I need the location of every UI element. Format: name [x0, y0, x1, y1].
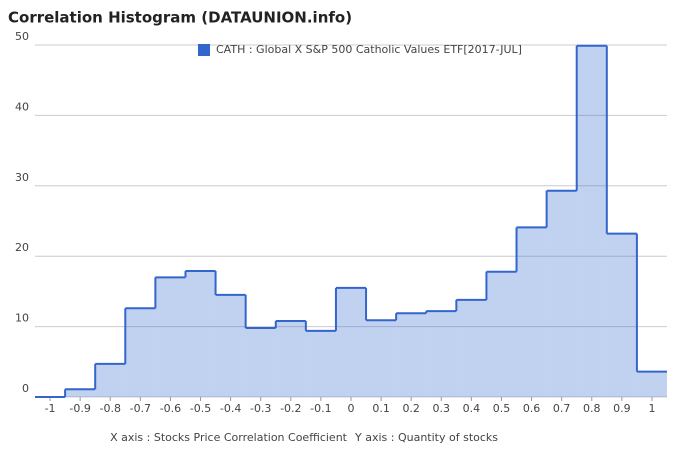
bar: [65, 389, 96, 397]
y-tick-label: 20: [15, 241, 29, 254]
x-tick-label: 0.1: [372, 402, 390, 415]
x-tick-label: -1: [45, 402, 56, 415]
x-tick-label: -0.1: [310, 402, 331, 415]
x-tick-label: 0.3: [433, 402, 451, 415]
x-tick-label: -0.9: [69, 402, 90, 415]
y-tick-label: 10: [15, 312, 29, 325]
bar: [305, 330, 336, 397]
bar: [275, 320, 306, 397]
bar: [95, 363, 126, 397]
y-tick-label: 30: [15, 171, 29, 184]
y-axis-label: Y axis : Quantity of stocks: [354, 431, 498, 444]
x-tick-label: 0.7: [553, 402, 571, 415]
bar: [546, 190, 577, 397]
bar: [215, 294, 246, 397]
x-tick-label: -0.6: [160, 402, 181, 415]
bar: [366, 320, 397, 397]
bar: [636, 371, 667, 397]
bar: [486, 271, 517, 397]
bar: [396, 313, 427, 397]
bar: [245, 328, 276, 397]
y-tick-label: 0: [22, 382, 29, 395]
x-tick-label: -0.8: [100, 402, 121, 415]
x-tick-label: -0.4: [220, 402, 241, 415]
x-tick-label: 0.8: [583, 402, 601, 415]
bar: [516, 227, 547, 397]
x-tick-label: 0: [348, 402, 355, 415]
bar: [426, 311, 457, 397]
chart-title: Correlation Histogram (DATAUNION.info): [8, 9, 352, 27]
bar: [155, 277, 186, 397]
y-tick-label: 40: [15, 100, 29, 113]
x-tick-label: -0.3: [250, 402, 271, 415]
x-tick-label: 0.4: [463, 402, 481, 415]
x-axis-label: X axis : Stocks Price Correlation Coeffi…: [110, 431, 348, 444]
x-tick-label: -0.5: [190, 402, 211, 415]
y-tick-label: 50: [15, 30, 29, 43]
bar: [606, 233, 637, 397]
bar: [335, 287, 367, 397]
x-tick-label: 0.9: [613, 402, 631, 415]
x-tick-label: 0.2: [402, 402, 420, 415]
x-tick-label: 1: [648, 402, 655, 415]
bar: [456, 299, 487, 397]
legend-label: CATH : Global X S&P 500 Catholic Values …: [216, 43, 522, 56]
x-tick-label: -0.7: [130, 402, 151, 415]
x-tick-label: 0.6: [523, 402, 541, 415]
bar: [185, 270, 216, 397]
x-tick-label: -0.2: [280, 402, 301, 415]
bar: [125, 308, 156, 397]
bar: [576, 45, 607, 397]
x-tick-label: 0.5: [493, 402, 511, 415]
legend-swatch: [198, 44, 210, 56]
